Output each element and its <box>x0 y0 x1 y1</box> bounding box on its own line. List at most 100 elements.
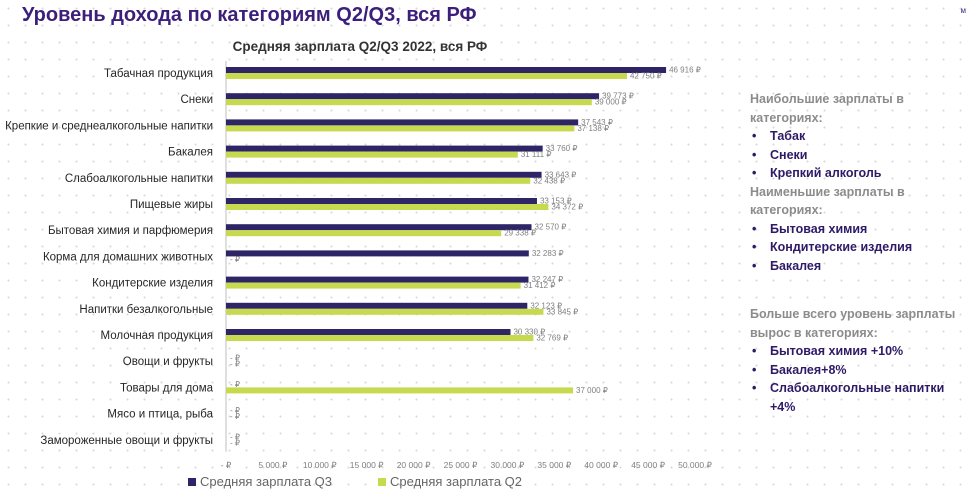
x-tick-label: 50 000 ₽ <box>678 460 712 470</box>
bar-q2 <box>226 151 518 158</box>
corner-mark: м <box>960 6 967 15</box>
bar-q3 <box>226 250 529 257</box>
top-salary-item: Снеки <box>750 146 968 165</box>
bar-q2 <box>226 99 592 106</box>
category-label: Молочная продукция <box>101 330 214 342</box>
data-label-q3: 33 643 ₽ <box>545 170 577 179</box>
category-label: Пищевые жиры <box>130 199 213 211</box>
category-label: Снеки <box>180 94 213 106</box>
x-tick-label: 5 000 ₽ <box>258 460 288 470</box>
bar-q3 <box>226 276 529 283</box>
data-label-q3: 30 330 ₽ <box>513 328 545 337</box>
category-label: Бакалея <box>168 147 213 159</box>
data-label-q3: 39 773 ₽ <box>602 92 634 101</box>
legend-swatch-q3 <box>188 478 196 486</box>
x-tick-label: 20 000 ₽ <box>397 460 431 470</box>
data-label-q2: - ₽ <box>230 412 240 421</box>
bar-q2 <box>226 204 549 210</box>
bar-q2 <box>226 73 627 79</box>
bar-q3 <box>226 302 528 309</box>
data-label-q2: 31 111 ₽ <box>521 150 552 159</box>
data-label-q2: 32 769 ₽ <box>536 334 568 343</box>
x-tick-label: 25 000 ₽ <box>444 460 478 470</box>
bar-q2 <box>226 230 502 237</box>
category-label: Мясо и птица, рыба <box>107 409 213 421</box>
top-salary-item: Крепкий алкоголь <box>750 164 968 183</box>
low-salary-item: Кондитерские изделия <box>750 238 968 257</box>
category-label: Товары для дома <box>120 382 214 394</box>
bar-q3 <box>226 67 667 73</box>
low-salaries-heading: Наименьшие зарплаты в категориях: <box>750 184 905 218</box>
category-label: Крепкие и среднеалкогольные напитки <box>5 120 213 132</box>
legend-label-q2: Средняя зарплата Q2 <box>390 474 522 489</box>
insights-sidebar: Наибольшие зарплаты в категориях: Табак … <box>750 90 968 416</box>
chart-title: Средняя зарплата Q2/Q3 2022, вся РФ <box>233 39 488 54</box>
data-label-q2: 33 845 ₽ <box>546 307 578 316</box>
data-label-q2: - ₽ <box>230 360 240 369</box>
bar-q2 <box>226 177 531 184</box>
page-title: Уровень дохода по категориям Q2/Q3, вся … <box>22 4 477 26</box>
data-label-q2: 42 750 ₽ <box>630 72 662 81</box>
bar-q2 <box>226 335 534 341</box>
data-label-q3: 46 916 ₽ <box>669 66 701 75</box>
x-tick-label: 40 000 ₽ <box>584 460 618 470</box>
top-salaries-list: Табак Снеки Крепкий алкоголь <box>750 127 968 183</box>
category-label: Замороженные овощи и фрукты <box>40 435 213 447</box>
x-tick-label: - ₽ <box>221 460 232 470</box>
salary-bar-chart: Средняя зарплата Q2/Q3 2022, вся РФ Табач… <box>5 39 712 489</box>
bar-q2 <box>226 282 521 289</box>
data-label-q3: - ₽ <box>230 380 240 389</box>
data-label-q3: 37 543 ₽ <box>581 118 613 127</box>
category-label: Напитки безалкогольные <box>79 304 213 316</box>
data-label-q2: 31 412 ₽ <box>524 281 556 290</box>
x-tick-label: 30 000 ₽ <box>491 460 525 470</box>
data-label-q2: - ₽ <box>230 438 240 447</box>
bar-q2 <box>226 308 544 315</box>
growth-item: Бытовая химия +10% <box>750 342 968 361</box>
data-label-q3: 32 283 ₽ <box>532 249 564 258</box>
bar-q3 <box>226 198 537 204</box>
bar-q3 <box>226 224 532 231</box>
data-label-q3: 32 247 ₽ <box>531 275 563 284</box>
x-tick-label: 10 000 ₽ <box>303 460 337 470</box>
low-salary-item: Бакалея <box>750 257 968 276</box>
data-label-q2: 37 000 ₽ <box>576 386 608 395</box>
data-label-q2: 39 000 ₽ <box>595 98 627 107</box>
data-label-q3: 32 123 ₽ <box>530 301 562 310</box>
legend-label-q3: Средняя зарплата Q3 <box>200 474 332 489</box>
data-label-q2: 37 138 ₽ <box>577 124 609 133</box>
data-label-q3: 33 153 ₽ <box>540 197 572 206</box>
data-label-q2: 29 338 ₽ <box>504 229 536 238</box>
data-label-q3: 32 570 ₽ <box>535 223 567 232</box>
category-label: Табачная продукция <box>104 68 213 80</box>
growth-item: Слабоалкогольные напитки +4% <box>750 379 968 416</box>
bar-q3 <box>226 145 543 152</box>
category-label: Кондитерские изделия <box>92 278 213 290</box>
top-salaries-heading: Наибольшие зарплаты в категориях: <box>750 92 904 125</box>
bar-q2 <box>226 387 574 394</box>
top-salary-item: Табак <box>750 127 968 146</box>
data-label-q3: - ₽ <box>230 432 240 441</box>
bar-q3 <box>226 93 600 100</box>
low-salary-item: Бытовая химия <box>750 220 968 239</box>
legend-swatch-q2 <box>378 478 386 486</box>
data-label-q2: 32 438 ₽ <box>533 176 565 185</box>
bar-q3 <box>226 171 542 178</box>
data-label-q2: 34 372 ₽ <box>551 203 583 212</box>
low-salaries-list: Бытовая химия Кондитерские изделия Бакал… <box>750 220 968 276</box>
category-label: Слабоалкогольные напитки <box>65 173 213 185</box>
bar-q3 <box>226 119 579 126</box>
category-label: Овощи и фрукты <box>123 356 213 368</box>
category-label: Корма для домашних животных <box>43 251 213 263</box>
x-tick-label: 45 000 ₽ <box>631 460 665 470</box>
x-tick-label: 15 000 ₽ <box>350 460 384 470</box>
bar-q3 <box>226 329 511 335</box>
data-label-q3: 33 760 ₽ <box>546 144 578 153</box>
x-tick-label: 35 000 ₽ <box>537 460 571 470</box>
data-label-q2: - ₽ <box>230 255 240 264</box>
growth-item: Бакалея+8% <box>750 361 968 380</box>
bar-q2 <box>226 125 575 132</box>
data-label-q3: - ₽ <box>230 354 240 363</box>
category-label: Бытовая химия и парфюмерия <box>48 225 213 237</box>
growth-heading: Больше всего уровень зарплаты вырос в ка… <box>750 307 956 340</box>
